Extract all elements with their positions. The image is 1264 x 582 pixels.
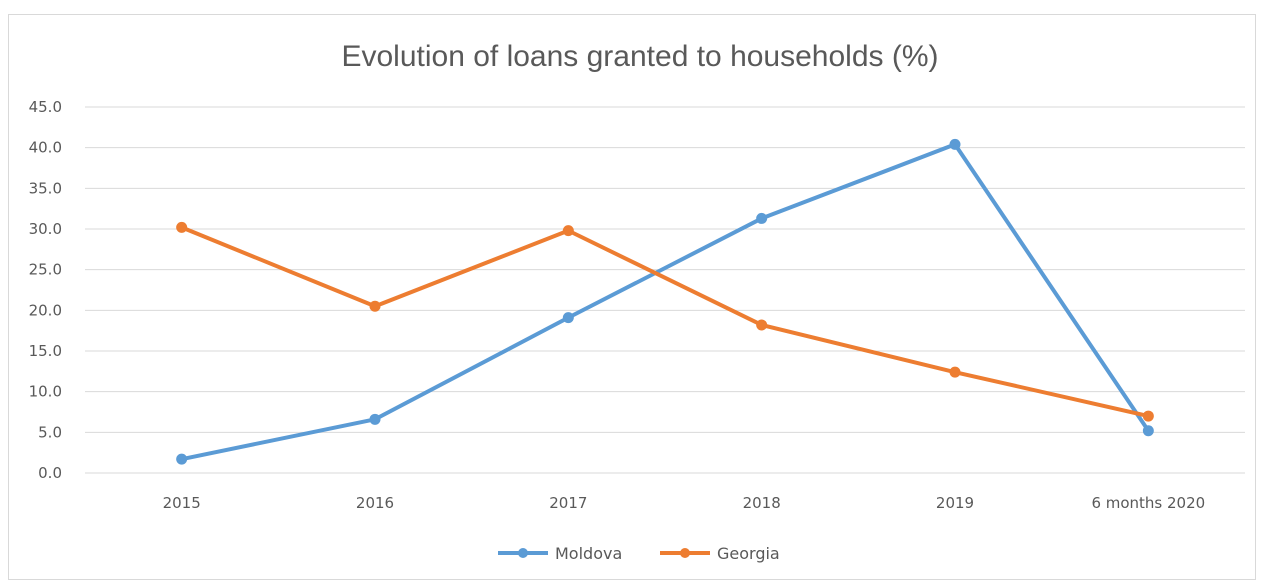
data-point xyxy=(949,138,961,150)
data-point xyxy=(176,221,188,233)
y-tick-label: 40.0 xyxy=(29,139,62,157)
data-point xyxy=(949,366,961,378)
legend-item-moldova: Moldova xyxy=(498,544,622,563)
data-point xyxy=(1142,425,1154,437)
x-tick-label: 2017 xyxy=(549,494,587,512)
data-point xyxy=(562,312,574,324)
legend: Moldova Georgia xyxy=(498,544,780,563)
y-tick-label: 25.0 xyxy=(29,261,62,279)
y-tick-label: 15.0 xyxy=(29,342,62,360)
y-tick-label: 30.0 xyxy=(29,220,62,238)
y-axis-ticks: 0.0 5.0 10.0 15.0 20.0 25.0 30.0 35.0 40.0 45.0 xyxy=(29,98,62,482)
x-tick-label: 2015 xyxy=(163,494,201,512)
x-tick-label: 2019 xyxy=(936,494,974,512)
data-point xyxy=(756,319,768,331)
data-point xyxy=(369,413,381,425)
x-tick-label: 2016 xyxy=(356,494,394,512)
legend-item-georgia: Georgia xyxy=(660,544,780,563)
y-tick-label: 10.0 xyxy=(29,383,62,401)
data-point xyxy=(1142,410,1154,422)
series-moldova xyxy=(176,138,1154,465)
y-tick-label: 5.0 xyxy=(38,423,62,441)
series-group xyxy=(176,138,1154,465)
y-gridlines xyxy=(85,106,1245,474)
x-tick-label: 2018 xyxy=(743,494,781,512)
chart-title: Evolution of loans granted to households… xyxy=(341,40,938,73)
legend-label: Moldova xyxy=(555,544,622,563)
series-line xyxy=(179,142,1151,462)
data-point xyxy=(369,300,381,312)
series-georgia xyxy=(176,221,1154,422)
x-tick-label: 6 months 2020 xyxy=(1091,494,1205,512)
y-tick-label: 35.0 xyxy=(29,179,62,197)
data-point xyxy=(756,212,768,224)
y-tick-label: 20.0 xyxy=(29,301,62,319)
legend-label: Georgia xyxy=(717,544,780,563)
chart-area xyxy=(8,14,1256,580)
series-line xyxy=(179,225,1151,419)
x-axis-ticks: 2015 2016 2017 2018 2019 6 months 2020 xyxy=(163,494,1206,512)
data-point xyxy=(562,225,574,237)
y-tick-label: 45.0 xyxy=(29,98,62,116)
legend-swatch-marker xyxy=(680,548,690,558)
data-point xyxy=(176,453,188,465)
legend-swatch-marker xyxy=(518,548,528,558)
y-tick-label: 0.0 xyxy=(38,464,62,482)
